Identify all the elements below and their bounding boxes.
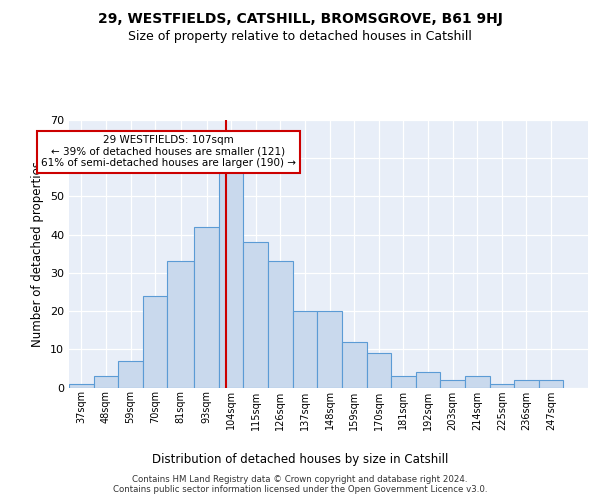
Bar [367, 353, 391, 388]
Bar [490, 384, 514, 388]
Bar [539, 380, 563, 388]
Bar [317, 311, 342, 388]
Bar [194, 227, 219, 388]
Y-axis label: Number of detached properties: Number of detached properties [31, 161, 44, 347]
Text: 29, WESTFIELDS, CATSHILL, BROMSGROVE, B61 9HJ: 29, WESTFIELDS, CATSHILL, BROMSGROVE, B6… [98, 12, 502, 26]
Bar [416, 372, 440, 388]
Bar [465, 376, 490, 388]
Text: Distribution of detached houses by size in Catshill: Distribution of detached houses by size … [152, 452, 448, 466]
Bar [268, 262, 293, 388]
Text: Contains HM Land Registry data © Crown copyright and database right 2024.
Contai: Contains HM Land Registry data © Crown c… [113, 474, 487, 494]
Bar [440, 380, 465, 388]
Bar [391, 376, 416, 388]
Bar [219, 170, 244, 388]
Bar [69, 384, 94, 388]
Bar [244, 242, 268, 388]
Bar [342, 342, 367, 388]
Text: 29 WESTFIELDS: 107sqm
← 39% of detached houses are smaller (121)
61% of semi-det: 29 WESTFIELDS: 107sqm ← 39% of detached … [41, 136, 296, 168]
Bar [293, 311, 317, 388]
Bar [514, 380, 539, 388]
Bar [143, 296, 167, 388]
Text: Size of property relative to detached houses in Catshill: Size of property relative to detached ho… [128, 30, 472, 43]
Bar [118, 361, 143, 388]
Bar [94, 376, 118, 388]
Bar [167, 262, 194, 388]
